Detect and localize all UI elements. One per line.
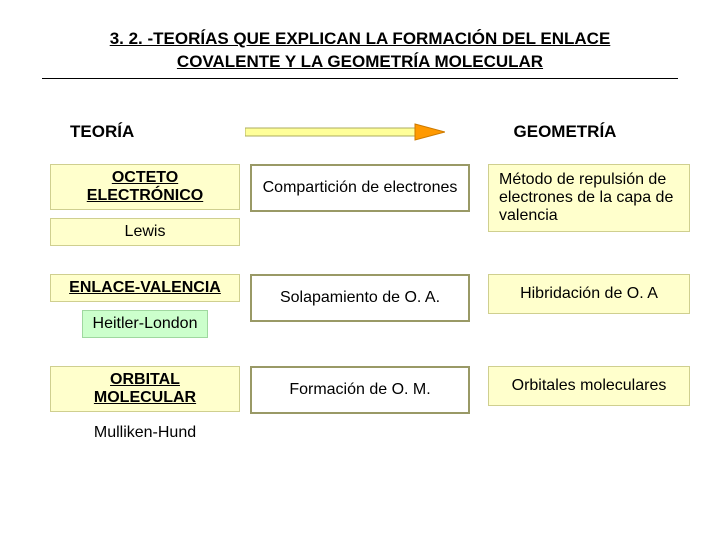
column-headers: TEORÍA GEOMETRÍA (20, 122, 700, 142)
geometry-col: Orbitales moleculares (488, 366, 690, 406)
theory-author: Mulliken-Hund (84, 420, 206, 446)
geometry-box: Método de repulsión de electrones de la … (488, 164, 690, 232)
mechanism-box: Compartición de electrones (250, 164, 470, 212)
geometry-col: Método de repulsión de electrones de la … (488, 164, 690, 232)
title-region: 3. 2. -TEORÍAS QUE EXPLICAN LA FORMACIÓN… (20, 28, 700, 74)
mechanism-col: Formación de O. M. (250, 366, 470, 414)
content-rows: OCTETO ELECTRÓNICO Lewis Compartición de… (20, 164, 700, 446)
theory-row: ORBITAL MOLECULAR Mulliken-Hund Formació… (20, 366, 700, 446)
header-theory: TEORÍA (70, 122, 230, 142)
theory-name: ORBITAL MOLECULAR (50, 366, 240, 412)
theory-author: Heitler-London (82, 310, 209, 338)
theory-name: OCTETO ELECTRÓNICO (50, 164, 240, 210)
mechanism-box: Formación de O. M. (250, 366, 470, 414)
arrow-zone (230, 122, 460, 142)
title-underline (42, 78, 678, 79)
theory-col: ORBITAL MOLECULAR Mulliken-Hund (50, 366, 240, 446)
page-title: 3. 2. -TEORÍAS QUE EXPLICAN LA FORMACIÓN… (60, 28, 660, 74)
header-geometry: GEOMETRÍA (460, 122, 670, 142)
mechanism-col: Compartición de electrones (250, 164, 470, 212)
theory-row: OCTETO ELECTRÓNICO Lewis Compartición de… (20, 164, 700, 246)
arrow-icon (245, 122, 445, 142)
mechanism-box: Solapamiento de O. A. (250, 274, 470, 322)
geometry-box: Orbitales moleculares (488, 366, 690, 406)
geometry-box: Hibridación de O. A (488, 274, 690, 314)
theory-col: ENLACE-VALENCIA Heitler-London (50, 274, 240, 338)
theory-name: ENLACE-VALENCIA (50, 274, 240, 302)
theory-author: Lewis (50, 218, 240, 246)
theory-row: ENLACE-VALENCIA Heitler-London Solapamie… (20, 274, 700, 338)
theory-col: OCTETO ELECTRÓNICO Lewis (50, 164, 240, 246)
geometry-col: Hibridación de O. A (488, 274, 690, 314)
mechanism-col: Solapamiento de O. A. (250, 274, 470, 322)
